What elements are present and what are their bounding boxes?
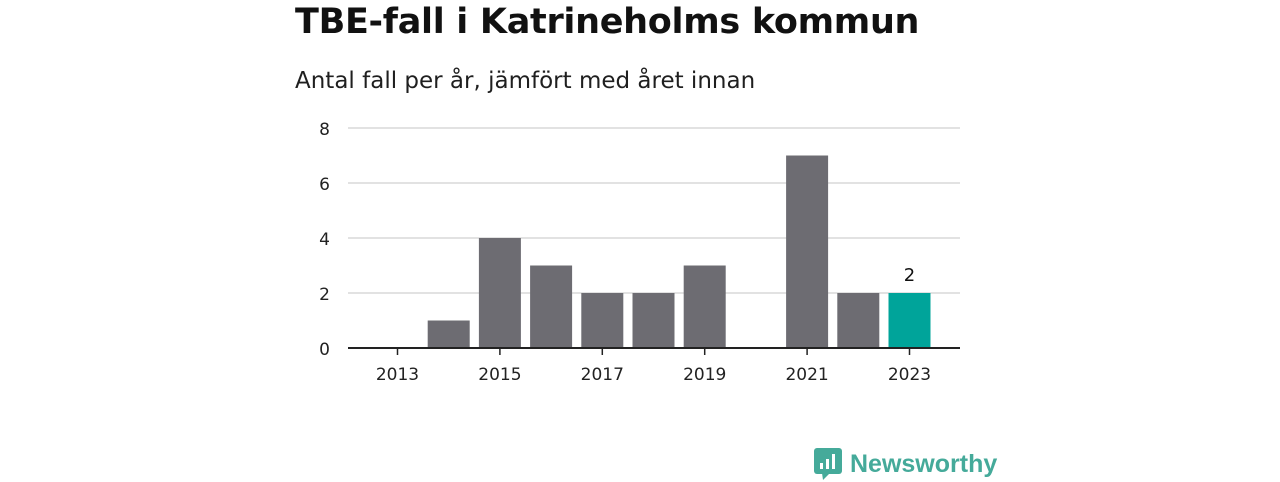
axes bbox=[348, 347, 960, 355]
x-tick-label: 2021 bbox=[785, 365, 828, 385]
bar-2019 bbox=[683, 265, 726, 348]
chart-subtitle: Antal fall per år, jämfört med året inna… bbox=[295, 68, 756, 94]
x-tick-label: 2023 bbox=[888, 365, 931, 385]
data-label-2023: 2 bbox=[904, 265, 915, 286]
y-tick-label: 6 bbox=[319, 175, 330, 195]
newsworthy-brand: Newsworthy bbox=[814, 446, 997, 482]
bar-2021 bbox=[786, 155, 829, 348]
labels: 0 2 4 6 8 2 2013 2015 2017 2019 2021 2023 bbox=[319, 120, 931, 385]
brand-name: Newsworthy bbox=[850, 449, 998, 478]
chart-title: TBE-fall i Katrineholms kommun bbox=[295, 2, 920, 42]
gridlines bbox=[348, 127, 960, 294]
newsworthy-logo-icon bbox=[814, 448, 842, 480]
bar-2022 bbox=[837, 293, 880, 348]
bar-2016 bbox=[530, 265, 573, 348]
y-tick-label: 4 bbox=[319, 230, 330, 250]
bar-2014 bbox=[427, 320, 470, 348]
bar-2015 bbox=[478, 238, 521, 348]
x-tick-label: 2017 bbox=[581, 365, 624, 385]
bar-2023 bbox=[888, 293, 931, 348]
bars bbox=[427, 155, 931, 348]
bar-chart: 0 2 4 6 8 2 2013 2015 2017 2019 2021 2023 bbox=[319, 120, 960, 385]
y-tick-label: 0 bbox=[319, 340, 330, 360]
x-tick-label: 2015 bbox=[478, 365, 521, 385]
bar-2018 bbox=[632, 293, 675, 348]
x-tick-label: 2013 bbox=[376, 365, 419, 385]
y-tick-label: 2 bbox=[319, 285, 330, 305]
x-tick-label: 2019 bbox=[683, 365, 726, 385]
bar-2017 bbox=[581, 293, 624, 348]
y-tick-label: 8 bbox=[319, 120, 330, 140]
